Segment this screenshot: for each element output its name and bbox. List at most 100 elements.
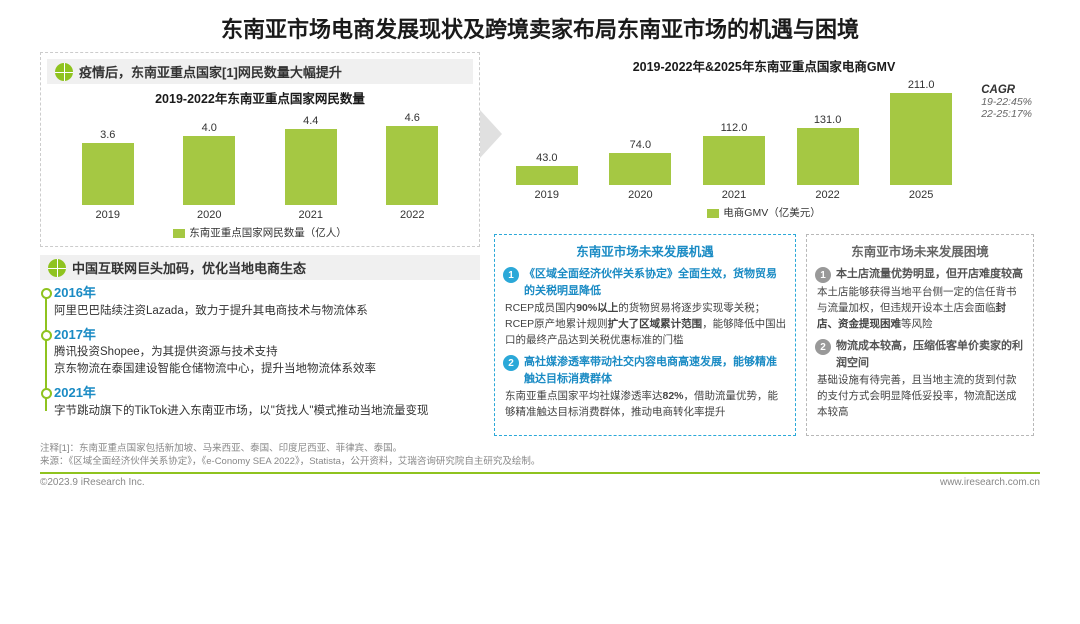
bar-group: 4.6 2022 (362, 112, 464, 221)
bar-value: 74.0 (630, 139, 651, 151)
bar-value: 211.0 (908, 79, 935, 91)
point-head-text: 本土店流量优势明显，但开店难度较高 (836, 266, 1023, 283)
challenges-title: 东南亚市场未来发展困境 (815, 241, 1025, 260)
num-badge: 1 (815, 267, 831, 283)
content-grid: 疫情后，东南亚重点国家[1]网民数量大幅提升 2019-2022年东南亚重点国家… (40, 52, 1040, 436)
num-badge: 2 (503, 355, 519, 371)
cagr-block: CAGR 19-22:45% 22-25:17% (981, 84, 1032, 120)
bar (516, 166, 578, 185)
timeline-item: 2021年字节跳动旗下的TikTok进入东南亚市场，以"货找人"模式推动当地流量… (54, 384, 480, 420)
num-badge: 1 (503, 267, 519, 283)
challenges-box: 东南亚市场未来发展困境 1 本土店流量优势明显，但开店难度较高本土店能够获得当地平… (806, 234, 1034, 436)
point-head-text: 《区域全面经济伙伴关系协定》全面生效，货物贸易的关税明显降低 (524, 266, 787, 299)
section1-header: 疫情后，东南亚重点国家[1]网民数量大幅提升 (47, 59, 473, 84)
bar (285, 129, 337, 205)
info-point: 2物流成本较高，压缩低客单价卖家的利润空间基础设施有待完善，且当地主流的货到付款… (815, 338, 1025, 420)
footnote-1: 注释[1]：东南亚重点国家包括新加坡、马来西亚、泰国、印度尼西亚、菲律宾、泰国。 (40, 442, 1040, 455)
cagr-line1: 19-22:45% (981, 96, 1032, 108)
point-head: 2 高社媒渗透率带动社交内容电商高速发展，能够精准触达目标消费群体 (503, 354, 787, 387)
cagr-line2: 22-25:17% (981, 108, 1032, 120)
bar-group: 112.0 2021 (687, 122, 781, 201)
bar-group: 74.0 2020 (594, 139, 688, 201)
left-column: 疫情后，东南亚重点国家[1]网民数量大幅提升 2019-2022年东南亚重点国家… (40, 52, 480, 436)
bar-value: 43.0 (536, 152, 557, 164)
bar (797, 128, 859, 185)
point-body: RCEP成员国内90%以上的货物贸易将逐步实现零关税；RCEP原产地累计规则扩大… (503, 301, 787, 348)
bar-group: 4.4 2021 (260, 115, 362, 221)
num-badge: 2 (815, 339, 831, 355)
info-point: 1 《区域全面经济伙伴关系协定》全面生效，货物贸易的关税明显降低RCEP成员国内9… (503, 266, 787, 348)
opportunities-points: 1 《区域全面经济伙伴关系协定》全面生效，货物贸易的关税明显降低RCEP成员国内9… (503, 266, 787, 421)
chart2-box: 2019-2022年&2025年东南亚重点国家电商GMV 43.0 2019 74.… (494, 52, 1034, 226)
chart2-legend-text: 电商GMV（亿美元） (723, 207, 820, 219)
footer-url: www.iresearch.com.cn (940, 477, 1040, 488)
chart1-legend-text: 东南亚重点国家网民数量（亿人） (189, 227, 347, 239)
timeline-year: 2021年 (54, 384, 480, 403)
section1-box: 疫情后，东南亚重点国家[1]网民数量大幅提升 2019-2022年东南亚重点国家… (40, 52, 480, 247)
bar-value: 131.0 (814, 114, 842, 126)
chart1-area: 3.6 2019 4.0 2020 4.4 2021 4.6 2022 (47, 111, 473, 221)
bar (82, 143, 134, 205)
bar (890, 93, 952, 185)
bar-label: 2021 (299, 209, 323, 221)
bar (386, 126, 438, 205)
timeline-text: 字节跳动旗下的TikTok进入东南亚市场，以"货找人"模式推动当地流量变现 (54, 403, 480, 420)
bar-value: 4.0 (202, 122, 217, 134)
chart1-legend: 东南亚重点国家网民数量（亿人） (47, 225, 473, 240)
timeline-text: 腾讯投资Shopee，为其提供资源与技术支持 (54, 344, 480, 361)
point-body: 本土店能够获得当地平台侧一定的信任背书与流量加权，但违规开设本土店会面临封店、资… (815, 285, 1025, 332)
bar-label: 2021 (722, 189, 746, 201)
bar-label: 2020 (628, 189, 652, 201)
bar (703, 136, 765, 185)
timeline-text: 阿里巴巴陆续注资Lazada，致力于提升其电商技术与物流体系 (54, 303, 480, 320)
footnotes: 注释[1]：东南亚重点国家包括新加坡、马来西亚、泰国、印度尼西亚、菲律宾、泰国。… (40, 442, 1040, 469)
main-title: 东南亚市场电商发展现状及跨境卖家布局东南亚市场的机遇与困境 (40, 12, 1040, 44)
timeline-text: 京东物流在泰国建设智能仓储物流中心，提升当地物流体系效率 (54, 361, 480, 378)
footer-bar: ©2023.9 iResearch Inc. www.iresearch.com… (40, 472, 1040, 488)
legend-swatch (173, 229, 185, 238)
chart2-title: 2019-2022年&2025年东南亚重点国家电商GMV (500, 56, 1028, 75)
opportunities-box: 东南亚市场未来发展机遇 1 《区域全面经济伙伴关系协定》全面生效，货物贸易的关税明… (494, 234, 796, 436)
bar-label: 2020 (197, 209, 221, 221)
legend-swatch (707, 209, 719, 218)
chart2-area: 43.0201974.02020112.02021131.02022211.02… (500, 79, 1028, 201)
point-head: 1 《区域全面经济伙伴关系协定》全面生效，货物贸易的关税明显降低 (503, 266, 787, 299)
timeline-item: 2017年腾讯投资Shopee，为其提供资源与技术支持京东物流在泰国建设智能仓储… (54, 326, 480, 378)
bar-value: 4.6 (405, 112, 420, 124)
footnote-source: 来源：《区域全面经济伙伴关系协定》，《e-Conomy SEA 2022》，St… (40, 455, 1040, 468)
bar-group: 3.6 2019 (57, 129, 159, 221)
point-head: 1 本土店流量优势明显，但开店难度较高 (815, 266, 1025, 283)
globe-icon (48, 259, 66, 277)
section2-header-text: 中国互联网巨头加码，优化当地电商生态 (72, 258, 306, 277)
point-head: 2 物流成本较高，压缩低客单价卖家的利润空间 (815, 338, 1025, 371)
bar-value: 112.0 (721, 122, 748, 134)
chart2-legend: 电商GMV（亿美元） (500, 205, 1028, 220)
bar-value: 4.4 (303, 115, 318, 127)
timeline: 2016年阿里巴巴陆续注资Lazada，致力于提升其电商技术与物流体系 2017年… (40, 284, 480, 419)
bar-label: 2025 (909, 189, 933, 201)
section1-header-text: 疫情后，东南亚重点国家[1]网民数量大幅提升 (79, 62, 342, 81)
copyright: ©2023.9 iResearch Inc. (40, 477, 145, 488)
point-body: 东南亚重点国家平均社媒渗透率达82%，借助流量优势，能够精准触达目标消费群体，推… (503, 389, 787, 421)
bar-value: 3.6 (100, 129, 115, 141)
opportunities-title: 东南亚市场未来发展机遇 (503, 241, 787, 260)
bar-group: 131.0 2022 (781, 114, 875, 201)
bar-label: 2022 (400, 209, 424, 221)
bar-label: 2019 (535, 189, 559, 201)
challenges-points: 1 本土店流量优势明显，但开店难度较高本土店能够获得当地平台侧一定的信任背书与流量… (815, 266, 1025, 421)
globe-icon (55, 63, 73, 81)
cagr-label: CAGR (981, 84, 1032, 96)
timeline-year: 2017年 (54, 326, 480, 345)
chart1-title: 2019-2022年东南亚重点国家网民数量 (47, 88, 473, 107)
point-head-text: 物流成本较高，压缩低客单价卖家的利润空间 (836, 338, 1025, 371)
bar-group: 43.0 2019 (500, 152, 594, 201)
right-column: 2019-2022年&2025年东南亚重点国家电商GMV 43.0 2019 74.… (494, 52, 1034, 436)
bar (183, 136, 235, 205)
info-row: 东南亚市场未来发展机遇 1 《区域全面经济伙伴关系协定》全面生效，货物贸易的关税明… (494, 234, 1034, 436)
timeline-year: 2016年 (54, 284, 480, 303)
bar-group: 211.0 2025 (874, 79, 968, 201)
point-head-text: 高社媒渗透率带动社交内容电商高速发展，能够精准触达目标消费群体 (524, 354, 787, 387)
bar-label: 2019 (96, 209, 120, 221)
bar-label: 2022 (815, 189, 839, 201)
bar-group: 4.0 2020 (159, 122, 261, 221)
